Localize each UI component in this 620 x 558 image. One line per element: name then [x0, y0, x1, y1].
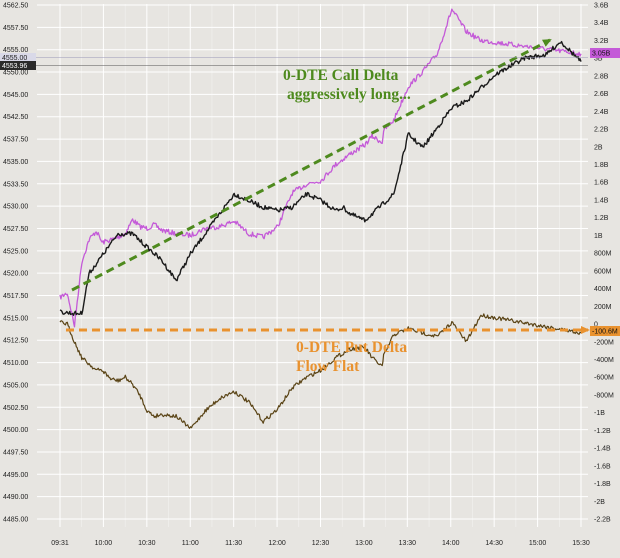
put-annotation-line-1: 0-DTE Put Delta: [296, 339, 407, 356]
left-price-badge: [0, 61, 36, 70]
right-tick-label: 200M: [594, 304, 612, 311]
left-tick-label: 4517.50: [3, 293, 28, 300]
right-delta-badge: [590, 48, 620, 58]
left-price-badge-label: 4555.00: [2, 55, 27, 62]
right-tick-label: 400M: [594, 286, 612, 293]
left-tick-label: 4490.00: [3, 494, 28, 501]
x-tick-label: 15:00: [529, 540, 547, 547]
right-tick-label: -1.4B: [594, 446, 611, 453]
x-tick-label: 15:30: [572, 540, 590, 547]
right-tick-label: 3.2B: [594, 38, 609, 45]
right-tick-label: -600M: [594, 375, 614, 382]
right-tick-label: 1.8B: [594, 162, 609, 169]
annotations: 0-DTE Call Delta aggressively long... 0-…: [66, 38, 590, 375]
left-tick-label: 4505.00: [3, 382, 28, 389]
right-tick-label: 2B: [594, 144, 603, 151]
left-tick-label: 4550.00: [3, 70, 28, 77]
right-tick-label: -800M: [594, 392, 614, 399]
left-tick-label: 4527.50: [3, 226, 28, 233]
x-tick-label: 13:30: [399, 540, 417, 547]
call-delta-trend-arrow: [71, 38, 552, 292]
right-tick-label: 3.4B: [594, 20, 609, 27]
put-annotation-line-2: Flow Flat: [296, 358, 360, 375]
call-annotation-line-2: aggressively long...: [287, 86, 411, 103]
left-tick-label: 4510.00: [3, 360, 28, 367]
left-tick-label: 4535.00: [3, 159, 28, 166]
right-tick-label: -400M: [594, 357, 614, 364]
x-tick-label: 11:30: [225, 540, 242, 547]
right-tick-label: -1.8B: [594, 481, 611, 488]
price-line: [59, 40, 582, 316]
left-price-badge: [0, 53, 36, 62]
left-tick-label: 4500.00: [3, 427, 28, 434]
x-tick-label: 10:00: [95, 540, 113, 547]
left-tick-label: 4495.00: [3, 472, 28, 479]
right-tick-label: 2.6B: [594, 91, 609, 98]
right-tick-label: -1.6B: [594, 463, 611, 470]
right-tick-label: 800M: [594, 251, 612, 258]
right-tick-label: 1B: [594, 233, 603, 240]
left-tick-label: 4515.00: [3, 315, 28, 322]
left-tick-label: 4485.00: [3, 517, 28, 524]
left-tick-label: 4512.50: [3, 338, 28, 345]
right-tick-label: 0: [594, 322, 598, 329]
right-tick-label: 3B: [594, 56, 603, 63]
x-tick-label: 12:30: [312, 540, 330, 547]
right-tick-label: 1.4B: [594, 197, 609, 204]
x-tick-label: 09:31: [51, 540, 69, 547]
time-axis: 09:31 10:00 10:30 11:00 11:30 12:00 12:30 13:00…: [51, 540, 590, 547]
right-tick-label: 2.4B: [594, 109, 609, 116]
x-tick-label: 11:00: [182, 540, 199, 547]
right-tick-label: -2.2B: [594, 517, 611, 524]
x-tick-label: 13:00: [355, 540, 373, 547]
left-tick-label: 4520.00: [3, 271, 28, 278]
call-annotation-line-1: 0-DTE Call Delta: [283, 67, 399, 84]
right-delta-badge-label: 3.05B: [592, 51, 611, 58]
left-tick-label: 4555.00: [3, 47, 28, 54]
call-delta-line: [59, 8, 582, 328]
right-tick-label: -1B: [594, 410, 605, 417]
right-delta-axis: 3.6B 3.4B 3.2B 3B 2.8B 2.6B 2.4B 2.2B 2B 1.8B 1.6B…: [594, 3, 614, 524]
left-tick-label: 4530.00: [3, 204, 28, 211]
left-tick-label: 4545.00: [3, 92, 28, 99]
right-tick-label: 2.2B: [594, 127, 609, 134]
x-tick-label: 10:30: [138, 540, 156, 547]
x-tick-label: 14:30: [485, 540, 503, 547]
left-tick-label: 4557.50: [3, 25, 28, 32]
right-tick-label: 3.6B: [594, 3, 609, 10]
left-price-axis: 4562.50 4557.50 4555.00 4550.00 4545.00 4542.…: [3, 3, 28, 524]
right-tick-label: 600M: [594, 268, 612, 275]
left-tick-label: 4542.50: [3, 114, 28, 121]
put-delta-line: [59, 313, 582, 429]
x-tick-label: 14:00: [442, 540, 460, 547]
left-tick-label: 4497.50: [3, 449, 28, 456]
right-tick-label: 1.6B: [594, 180, 609, 187]
series-layer: [59, 8, 582, 429]
left-tick-label: 4562.50: [3, 3, 28, 10]
right-delta-badge-label: -100.6M: [592, 329, 618, 336]
right-delta-badge: [590, 326, 620, 336]
right-tick-label: -2B: [594, 499, 605, 506]
left-tick-label: 4533.50: [3, 181, 28, 188]
right-tick-label: -200M: [594, 339, 614, 346]
left-tick-label: 4537.50: [3, 137, 28, 144]
right-tick-label: 2.8B: [594, 73, 609, 80]
left-price-badge-label: 4553.96: [2, 63, 27, 70]
x-tick-label: 12:00: [268, 540, 286, 547]
left-tick-label: 4525.00: [3, 248, 28, 255]
left-tick-label: 4502.50: [3, 405, 28, 412]
right-tick-label: 1.2B: [594, 215, 609, 222]
right-tick-label: -1.2B: [594, 428, 611, 435]
